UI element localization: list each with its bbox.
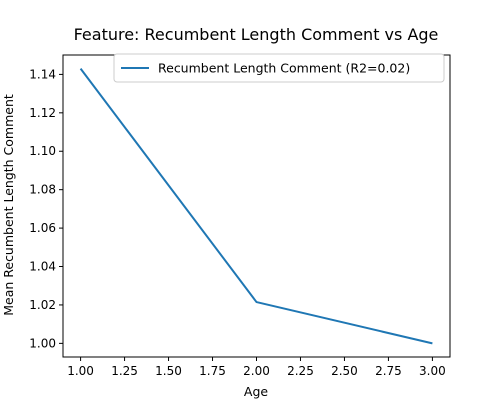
x-tick-label: 2.25 <box>287 364 314 378</box>
legend: Recumbent Length Comment (R2=0.02) <box>113 53 445 83</box>
y-tick-label: 1.00 <box>29 336 56 350</box>
x-tick-label: 3.00 <box>419 364 446 378</box>
legend-box <box>113 53 445 83</box>
y-tick-label: 1.08 <box>29 183 56 197</box>
x-tick-label: 1.25 <box>111 364 138 378</box>
series-layer <box>79 68 433 345</box>
x-tick-label: 1.00 <box>67 364 94 378</box>
x-tick-label: 1.75 <box>199 364 226 378</box>
y-tick-label: 1.06 <box>29 221 56 235</box>
y-tick-label: 1.10 <box>29 144 56 158</box>
y-axis-label: Mean Recumbent Length Comment <box>1 94 16 316</box>
x-axis-label: Age <box>244 384 268 399</box>
x-axis-ticks: 1.00 1.25 1.50 1.75 2.00 2.25 2.50 2.75 3.00 <box>67 357 446 378</box>
x-tick-label: 2.00 <box>243 364 270 378</box>
y-tick-label: 1.12 <box>29 106 56 120</box>
y-tick-label: 1.14 <box>29 67 56 81</box>
y-tick-label: 1.02 <box>29 298 56 312</box>
series-line <box>79 68 433 345</box>
legend-label: Recumbent Length Comment (R2=0.02) <box>158 61 410 76</box>
x-tick-label: 1.50 <box>155 364 182 378</box>
x-tick-label: 2.75 <box>375 364 402 378</box>
y-axis-ticks: 1.00 1.02 1.04 1.06 1.08 1.10 1.12 1.14 <box>29 67 63 350</box>
x-tick-label: 2.50 <box>331 364 358 378</box>
chart-title: Feature: Recumbent Length Comment vs Age <box>74 25 439 44</box>
y-tick-label: 1.04 <box>29 260 56 274</box>
